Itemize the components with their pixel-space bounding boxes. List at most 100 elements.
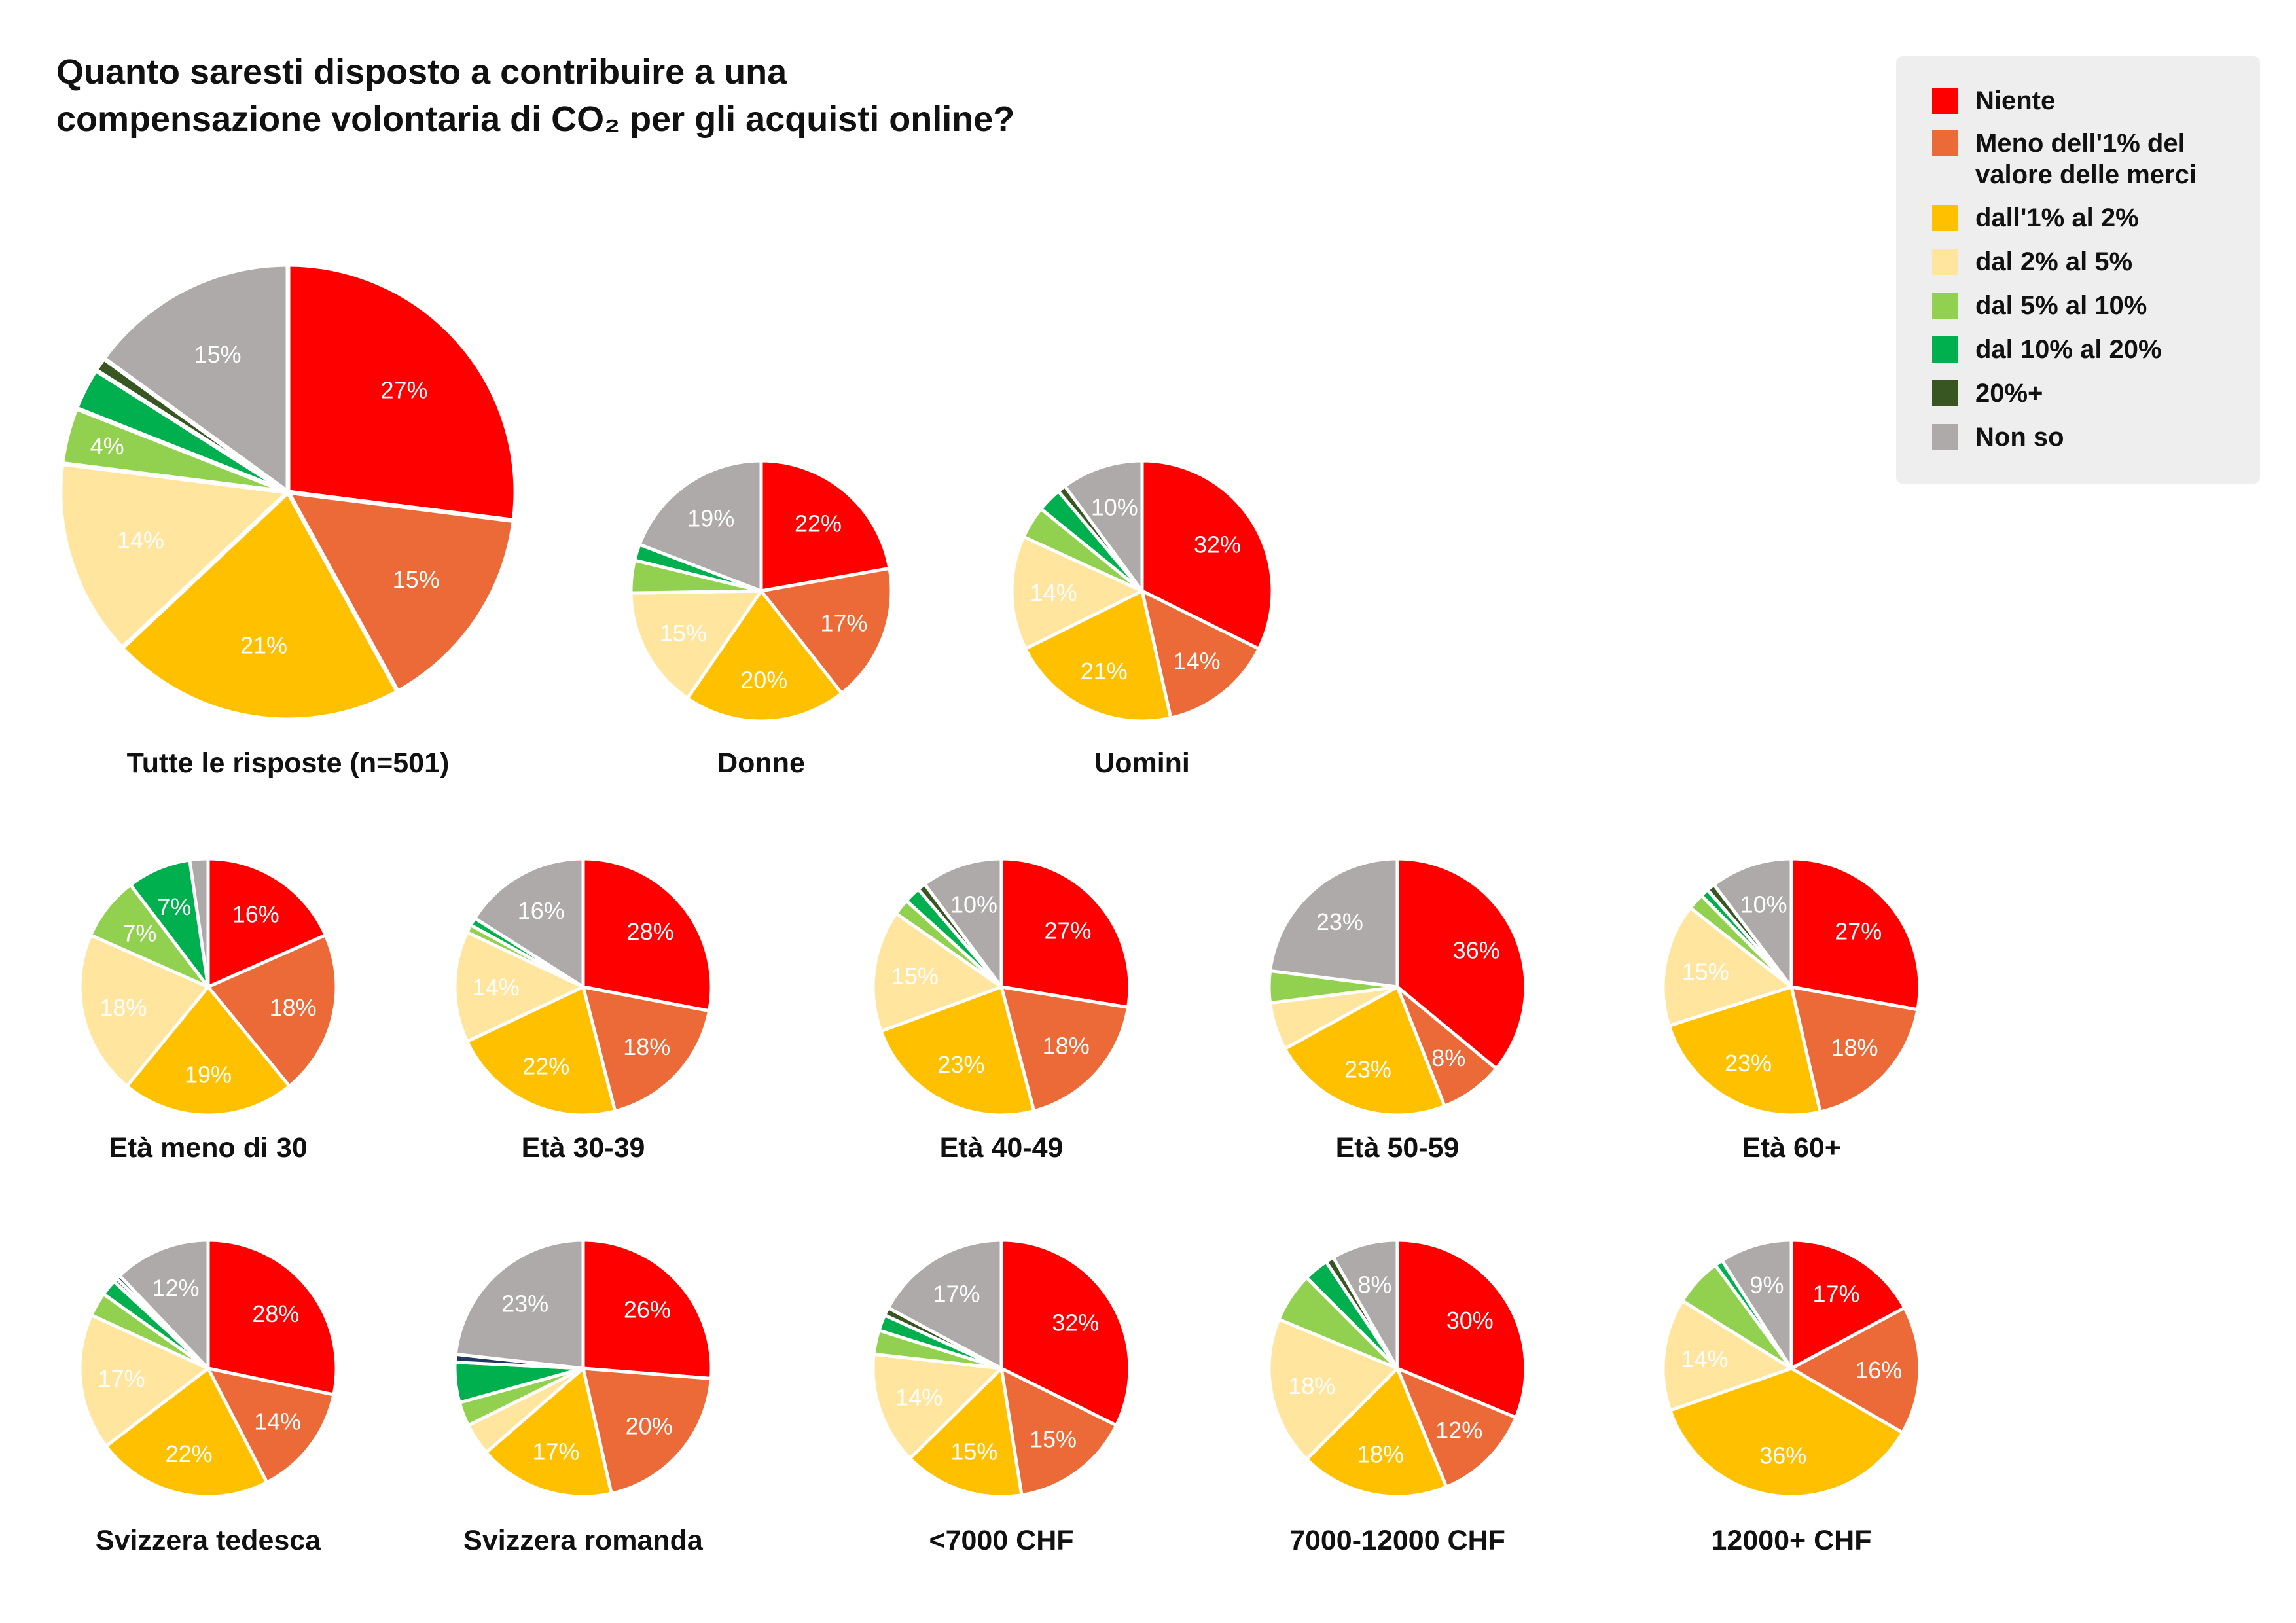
slice-label: 27% (1044, 918, 1091, 944)
slice-label: 12% (1435, 1417, 1482, 1444)
pie: 32% 14% 21% 14% 10% Uomini (1010, 459, 1274, 779)
pie-caption: Età 30-39 (522, 1132, 645, 1164)
slice-label: 27% (1835, 918, 1882, 945)
pie-slice (1283, 985, 1446, 1117)
pie-slice (999, 1366, 1119, 1497)
pie-slice (581, 985, 711, 1113)
legend-label: 20%+ (1975, 379, 2043, 408)
pie-slice (1267, 1317, 1399, 1461)
pie-slice (78, 1313, 210, 1448)
pie-slice (685, 589, 844, 723)
slice-label: 18% (99, 994, 147, 1021)
pie-caption: Svizzera tedesca (96, 1525, 321, 1556)
slice-label: 18% (270, 994, 317, 1021)
pie-slice (206, 933, 338, 1088)
slice-label: 16% (232, 901, 279, 927)
pie-slice (1789, 1238, 1907, 1370)
slice-label: 14% (117, 527, 164, 554)
slice-label: 15% (891, 963, 939, 990)
slice-label: 30% (1446, 1307, 1494, 1334)
pie-slice (1331, 1238, 1399, 1370)
pie: 30% 12% 18% 18% 8% 7000-12000 CHF (1267, 1238, 1528, 1556)
pie: 27% 18% 23% 15% 10% Età 40-49 (871, 857, 1132, 1164)
pie-slice (1661, 906, 1793, 1027)
legend-label: dal 5% al 10% (1975, 291, 2147, 320)
pie-caption: Donne (717, 747, 805, 779)
pie-slice (871, 912, 1003, 1033)
slice-label: 20% (626, 1412, 673, 1439)
pie-slice (101, 262, 291, 495)
pie-slice (206, 1366, 336, 1484)
pie: 28% 18% 22% 14% 16% Età 30-39 (453, 857, 713, 1164)
pie-caption: Età 60+ (1742, 1132, 1841, 1164)
slice-label: 18% (1357, 1441, 1404, 1468)
slice-label: 21% (240, 632, 287, 659)
legend-label: dal 2% al 5% (1975, 247, 2133, 276)
legend-swatch (1932, 249, 1958, 275)
slice-label: 14% (1030, 579, 1077, 606)
legend-label: Niente (1975, 86, 2056, 115)
slice-label: 15% (393, 566, 440, 593)
pie: 17% 16% 36% 14% 9% 12000+ CHF (1661, 1238, 1922, 1556)
pie-slice (58, 461, 291, 651)
legend-swatch (1932, 130, 1958, 156)
legend-label: Meno dell'1% del valore delle merci (1975, 129, 2197, 189)
pie-slice (473, 857, 585, 989)
pie-slice (118, 1238, 210, 1370)
slice-label: 23% (1316, 908, 1363, 935)
pie-slice (1268, 857, 1399, 989)
pie-caption: 7000-12000 CHF (1289, 1525, 1505, 1556)
pie-slice (1661, 1299, 1793, 1412)
pie-caption: Età 50-59 (1336, 1132, 1460, 1164)
pie-caption: Tutte le risposte (n=501) (127, 747, 450, 779)
legend-label: dal 10% al 20% (1975, 335, 2162, 364)
pie-slice (999, 1238, 1132, 1427)
pie-slice (1140, 459, 1274, 651)
slice-label: 14% (1174, 647, 1221, 674)
pie: 22% 17% 20% 15% 19% Donne (629, 459, 893, 779)
pie: 36% 8% 23% 23% Età 50-59 (1267, 857, 1528, 1164)
pie-caption: Svizzera romanda (463, 1525, 704, 1556)
pie-slice (465, 985, 617, 1117)
slice-label: 26% (624, 1296, 671, 1323)
slice-label: 23% (1344, 1056, 1391, 1082)
legend-swatch (1932, 88, 1958, 114)
pie-slice (581, 857, 713, 1013)
pie-slice (629, 589, 763, 700)
slice-label: 32% (1194, 531, 1241, 558)
slice-label: 15% (1030, 1425, 1077, 1452)
slice-label: 15% (660, 620, 707, 647)
slice-label: 14% (254, 1408, 301, 1435)
slice-label: 27% (380, 377, 427, 404)
pie-slice (484, 1366, 613, 1499)
pie-slice (1667, 985, 1822, 1117)
slice-label: 4% (90, 433, 124, 459)
slice-label: 20% (740, 666, 787, 693)
slice-label: 16% (518, 897, 565, 924)
pie-slice (1010, 535, 1144, 651)
pie-slice (1395, 857, 1528, 1071)
slice-label: 14% (895, 1384, 942, 1411)
pie-slice (637, 459, 763, 593)
slice-label: 23% (501, 1291, 548, 1317)
slice-label: 16% (1855, 1357, 1902, 1383)
slice-label: 36% (1453, 936, 1500, 963)
slice-label: 10% (1740, 891, 1787, 918)
slice-label: 28% (252, 1300, 299, 1327)
slice-label: 17% (1812, 1281, 1859, 1308)
slice-label: 8% (1357, 1271, 1391, 1298)
legend-swatch (1932, 424, 1958, 450)
legend-label: dall'1% al 2% (1975, 204, 2139, 232)
pie-slice (453, 931, 585, 1043)
slice-label: 18% (623, 1033, 670, 1060)
pie-slice (119, 490, 401, 722)
pie-slice (125, 985, 291, 1117)
slice-label: 15% (1682, 958, 1729, 985)
slice-label: 19% (687, 505, 734, 532)
slice-label: 17% (933, 1281, 980, 1308)
slice-label: 7% (157, 893, 191, 920)
pie-slice (1024, 589, 1173, 723)
pie-slice (1789, 857, 1922, 1012)
pie-slice (1789, 1306, 1922, 1435)
pie-slice (454, 1238, 585, 1370)
